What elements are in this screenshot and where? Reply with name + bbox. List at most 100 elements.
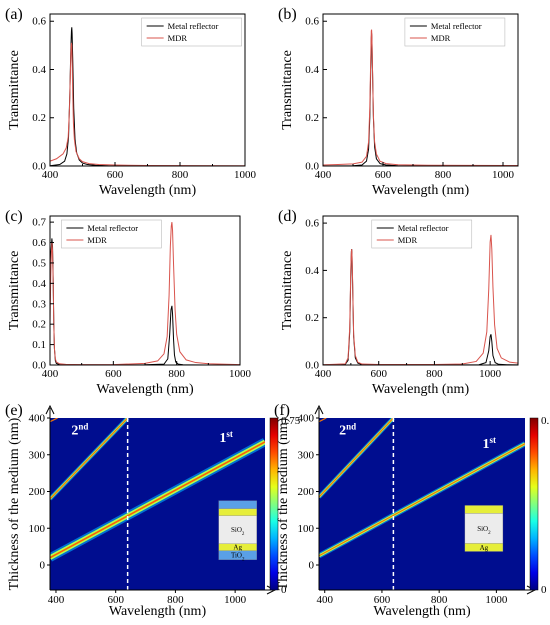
y-tick-label: 0.2 — [305, 312, 319, 324]
legend-entry: MDR — [431, 33, 451, 43]
first-order-band-core — [319, 443, 525, 557]
colorbar-bar — [269, 417, 279, 591]
x-tick-label: 800 — [168, 368, 185, 380]
inset-layer — [218, 508, 257, 516]
y-tick-label: 0.2 — [305, 112, 319, 124]
y-tick-label: 0.6 — [32, 16, 46, 28]
x-tick-label: 400 — [315, 169, 332, 181]
legend-entry: MDR — [168, 33, 188, 43]
x-tick-label: 600 — [107, 169, 124, 181]
x-tick-label: 400 — [42, 368, 59, 380]
panel-b: (b) 400 600 800 1000 0.0 0.2 0.4 0.6 Wavelength (… — [278, 6, 519, 198]
plot-frame — [322, 215, 519, 366]
x-axis-label: Wavelength (nm) — [373, 604, 471, 619]
first-order-band-core — [50, 441, 265, 559]
inset-layer — [464, 513, 504, 544]
colorbar: 0.75 0 — [269, 415, 301, 596]
second-order-band-core — [50, 418, 128, 500]
y-tick-label: 0.5 — [32, 257, 46, 269]
heatmap-background — [319, 418, 525, 590]
y-tick-label: 0.4 — [32, 64, 46, 76]
heatmap-bands — [50, 418, 265, 562]
legend-entry: MDR — [398, 235, 418, 245]
legend-entry: Metal reflector — [168, 21, 219, 31]
first-order-label-base: 1 — [482, 437, 489, 452]
x-tick-label: 800 — [167, 594, 184, 606]
inset-label-base: SiO — [231, 526, 242, 534]
series-line-metal-reflector — [50, 238, 240, 365]
plot-frame — [322, 13, 519, 167]
x-axis-label: Wavelength (nm) — [372, 382, 470, 397]
first-order-label-sup: st — [226, 429, 233, 439]
y-tick-label: 0 — [40, 560, 46, 572]
y-tick-label: 0.4 — [32, 278, 46, 290]
x-tick-label: 800 — [431, 594, 448, 606]
x-tick-label: 1000 — [492, 169, 515, 181]
x-axis-label: Wavelength (nm) — [96, 382, 194, 397]
inset-layer-label: Ag — [480, 544, 489, 552]
legend: Metal reflector MDR — [371, 219, 473, 249]
x-tick-label: 600 — [105, 368, 122, 380]
panel-label: (a) — [5, 6, 23, 23]
legend: Metal reflector MDR — [61, 219, 162, 249]
y-tick-label: 0.4 — [305, 265, 319, 277]
y-tick-label: 0.0 — [32, 360, 46, 372]
legend-entry: Metal reflector — [398, 223, 449, 233]
x-tick-label: 800 — [172, 169, 189, 181]
y-tick-label: 0.0 — [305, 360, 319, 372]
series-line-metal-reflector — [323, 33, 518, 166]
inset-layer-label: SiO2 — [477, 525, 491, 536]
y-tick-label: 0.6 — [305, 16, 319, 28]
y-tick-label: 0.2 — [32, 319, 46, 331]
legend-entry: MDR — [87, 235, 107, 245]
y-tick-label: 0 — [309, 560, 315, 572]
series-line-mdr — [50, 222, 240, 365]
inset-layer — [218, 550, 257, 560]
second-order-label: 2nd — [71, 422, 88, 439]
y-axis-label: Transmittance — [7, 50, 22, 130]
x-tick-label: 600 — [375, 169, 392, 181]
legend-entry: Metal reflector — [431, 21, 482, 31]
panel-label: (e) — [5, 402, 23, 419]
y-tick-label: 400 — [298, 413, 315, 425]
y-tick-label: 0.6 — [32, 237, 46, 249]
x-tick-label: 400 — [315, 368, 332, 380]
inset-layer — [218, 515, 257, 544]
inset-layer-label: SiO2 — [231, 526, 245, 537]
second-order-label-base: 2 — [339, 424, 346, 439]
colorbar-max-label: 0.75 — [541, 415, 550, 427]
x-tick-label: 400 — [42, 169, 59, 181]
colorbar-max-label: 0.75 — [281, 415, 301, 427]
inset-layer — [464, 505, 504, 514]
first-order-label-base: 1 — [219, 431, 226, 446]
panel-label: (d) — [278, 208, 297, 225]
x-axis-label: Wavelength (nm) — [99, 183, 197, 198]
series-line-mdr — [50, 42, 245, 166]
y-tick-label: 200 — [29, 486, 46, 498]
second-order-label-base: 2 — [71, 424, 78, 439]
legend-box — [404, 17, 506, 47]
y-tick-label: 0.3 — [32, 298, 46, 310]
y-axis-label: Thickness of the medium (nm) — [276, 417, 291, 590]
layer-inset: SiO2 Ag — [464, 505, 504, 552]
y-tick-label: 100 — [29, 523, 46, 535]
second-order-band-core — [319, 418, 394, 498]
x-tick-label: 800 — [435, 169, 452, 181]
x-tick-label: 1000 — [229, 368, 252, 380]
y-axis-label: Transmittance — [280, 251, 295, 331]
panel-label: (f) — [274, 402, 290, 419]
inset-label-sub: 2 — [488, 530, 491, 535]
y-tick-label: 0.1 — [32, 339, 46, 351]
y-axis-label: Transmittance — [280, 50, 295, 130]
legend: Metal reflector MDR — [141, 17, 242, 47]
y-tick-label: 0.0 — [32, 161, 46, 173]
legend-box — [61, 219, 162, 249]
inset-label-base: SiO — [477, 525, 488, 533]
series-line-mdr — [323, 234, 518, 365]
x-tick-label: 1000 — [485, 594, 508, 606]
colorbar-bar — [529, 417, 539, 591]
